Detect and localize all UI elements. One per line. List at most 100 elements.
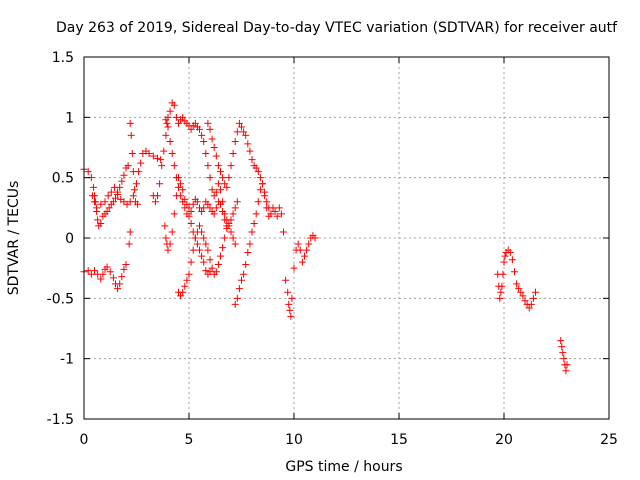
x-axis-tick-labels: 0 5 10 15 20 25: [80, 432, 618, 448]
data-point: [114, 191, 122, 199]
data-point: [129, 168, 137, 176]
data-point: [84, 267, 92, 275]
data-point: [508, 256, 516, 264]
data-point: [196, 222, 203, 230]
data-point: [204, 246, 212, 254]
data-point: [91, 198, 98, 206]
data-point: [125, 240, 133, 248]
data-point: [128, 150, 136, 158]
chart-title: Day 263 of 2019, Sidereal Day-to-day VTE…: [56, 20, 618, 36]
y-tick-label: 1.5: [52, 50, 74, 66]
y-tick-label: -0.5: [47, 291, 74, 307]
data-point: [212, 152, 220, 160]
data-point: [269, 204, 277, 212]
series-track-12: [282, 232, 319, 320]
data-point: [106, 268, 114, 276]
data-point: [256, 186, 264, 194]
data-point: [301, 252, 308, 260]
data-point: [168, 228, 176, 236]
data-point: [267, 210, 275, 218]
data-point: [240, 270, 248, 278]
data-point: [271, 207, 279, 215]
data-point: [496, 294, 504, 302]
data-point: [303, 246, 311, 254]
data-point: [231, 300, 239, 308]
data-point: [231, 204, 239, 212]
data-point: [288, 294, 296, 302]
data-point: [87, 270, 95, 278]
data-point: [166, 240, 174, 248]
data-point: [196, 246, 203, 254]
data-point: [179, 288, 187, 296]
data-point: [158, 162, 166, 170]
data-point: [200, 204, 208, 212]
data-point: [164, 123, 172, 131]
data-point: [133, 180, 140, 188]
data-point: [187, 258, 195, 266]
data-point: [286, 306, 294, 314]
data-point: [162, 131, 170, 139]
data-point: [214, 162, 222, 170]
data-point: [558, 343, 566, 351]
data-point: [191, 234, 199, 242]
data-point: [104, 192, 112, 200]
data-point: [252, 210, 260, 218]
data-point: [149, 152, 157, 160]
data-point: [208, 135, 216, 143]
data-point: [259, 180, 266, 188]
x-tick-label: 20: [495, 432, 513, 448]
data-point: [497, 288, 505, 296]
data-point: [217, 168, 224, 176]
data-point: [263, 204, 271, 212]
data-point: [109, 198, 117, 206]
data-point: [97, 200, 105, 208]
data-point: [183, 276, 191, 284]
y-tick-label: -1.5: [47, 412, 74, 428]
data-point: [248, 156, 256, 164]
data-point: [163, 119, 171, 127]
data-point: [93, 204, 101, 212]
data-point: [261, 192, 269, 200]
data-point: [252, 164, 260, 172]
x-tick-label: 0: [80, 432, 89, 448]
data-point: [206, 125, 214, 133]
data-point: [127, 131, 135, 139]
data-point: [242, 261, 250, 269]
data-point: [242, 131, 250, 139]
data-point: [137, 159, 145, 167]
data-point: [212, 268, 220, 276]
data-point: [160, 147, 168, 155]
data-point: [214, 180, 222, 188]
data-point: [177, 192, 185, 200]
data-point: [179, 186, 187, 194]
data-point: [525, 304, 533, 312]
data-point: [172, 174, 180, 182]
data-point: [229, 150, 237, 158]
data-point: [214, 261, 222, 269]
data-point: [198, 131, 206, 139]
data-point: [500, 258, 508, 266]
data-point: [110, 183, 118, 191]
data-point: [202, 267, 210, 275]
data-point: [263, 198, 271, 206]
data-point: [189, 228, 197, 236]
data-point: [282, 276, 290, 284]
data-point: [284, 288, 292, 296]
data-point: [206, 204, 214, 212]
data-point: [202, 150, 210, 158]
data-point: [179, 198, 187, 206]
data-point: [177, 180, 185, 188]
data-point: [145, 150, 153, 158]
data-point: [198, 207, 206, 215]
data-point: [225, 222, 233, 230]
data-point: [172, 113, 180, 121]
data-point: [200, 258, 208, 266]
data-point: [170, 101, 178, 109]
data-point: [206, 268, 214, 276]
data-point: [217, 186, 224, 194]
data-point: [225, 174, 233, 182]
data-point: [185, 212, 193, 220]
data-point: [221, 234, 229, 242]
data-point: [221, 180, 229, 188]
